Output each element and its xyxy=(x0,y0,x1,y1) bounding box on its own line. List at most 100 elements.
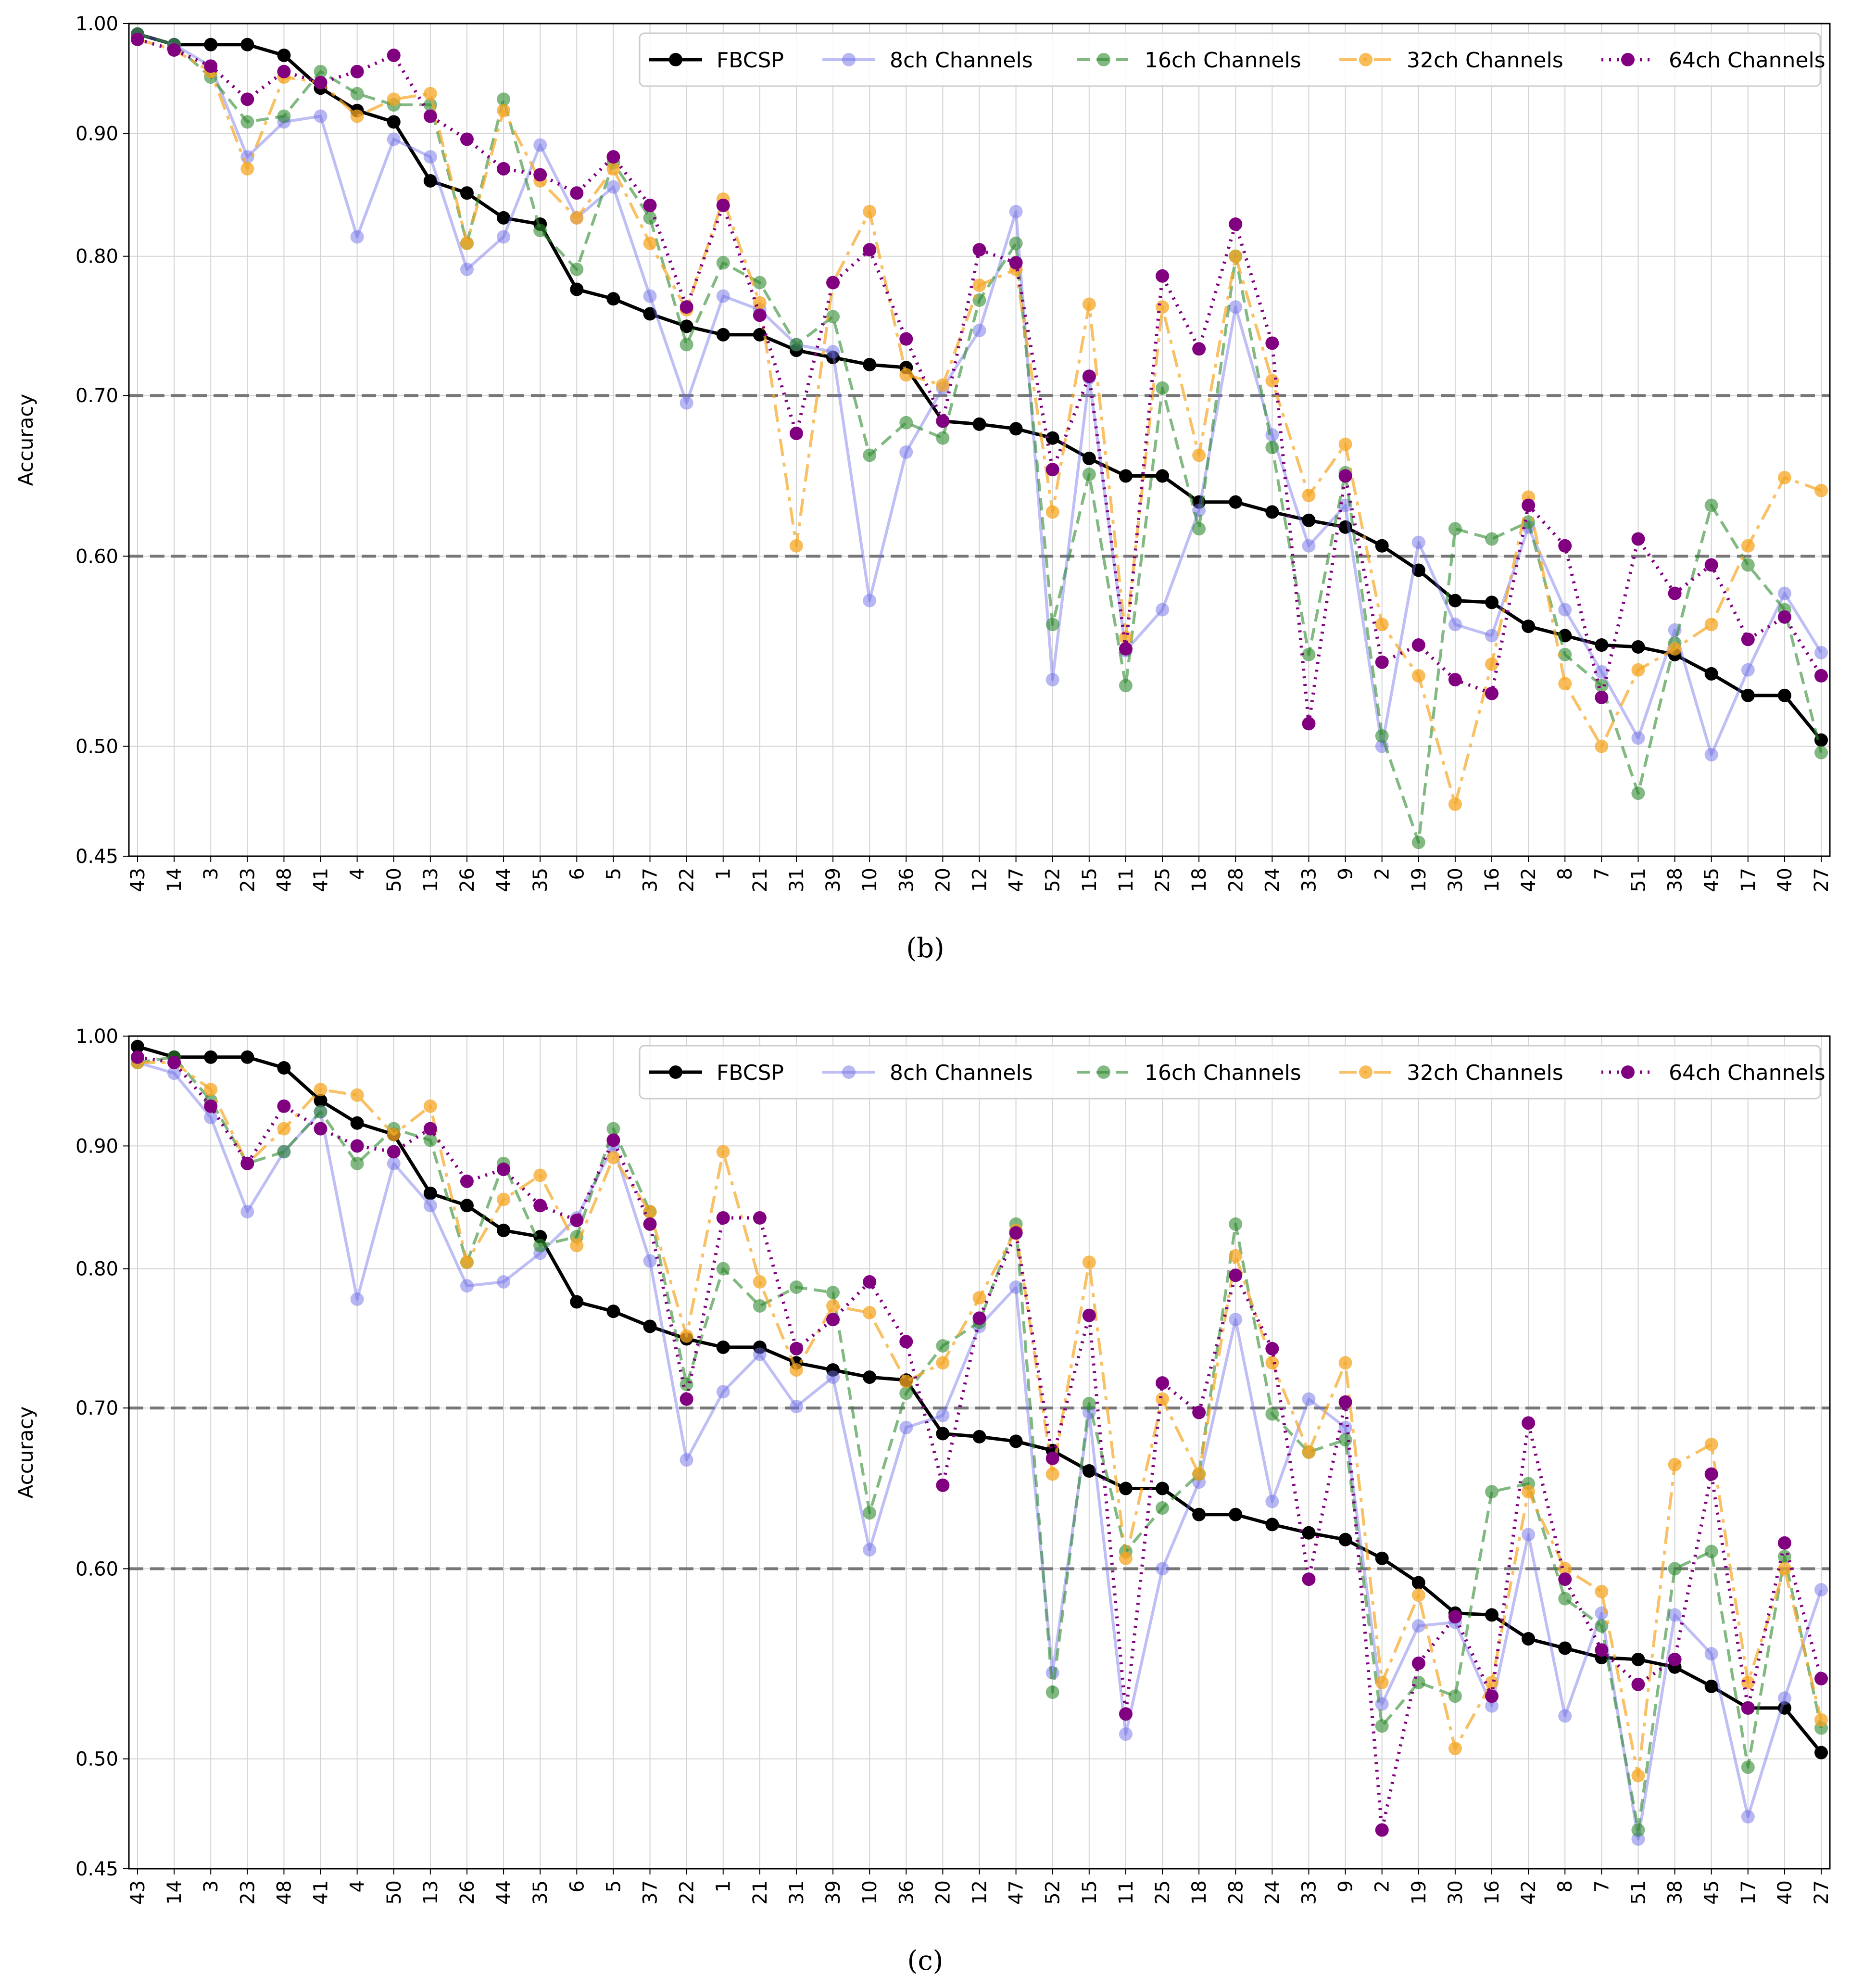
x-tick-label: 7 xyxy=(1591,1880,1613,1892)
data-point xyxy=(1595,679,1609,693)
data-point xyxy=(350,230,364,244)
data-point xyxy=(1045,505,1059,519)
data-point xyxy=(1338,1395,1352,1409)
data-point xyxy=(1045,1451,1059,1465)
data-point xyxy=(753,1299,767,1313)
x-tick-label: 16 xyxy=(1481,868,1503,892)
data-point xyxy=(863,1306,877,1320)
data-point xyxy=(423,1099,437,1113)
data-point xyxy=(1082,369,1096,383)
x-tick-label: 51 xyxy=(1627,1880,1650,1905)
panel-label-c: (c) xyxy=(907,1945,943,1976)
legend-label: FBCSP xyxy=(717,48,784,73)
data-point xyxy=(387,1127,401,1141)
data-point xyxy=(350,109,364,123)
x-tick-label: 5 xyxy=(603,868,625,880)
y-tick-label: 0.45 xyxy=(76,1858,118,1880)
x-tick-label: 9 xyxy=(1335,1880,1357,1892)
data-point xyxy=(1009,422,1023,436)
legend-marker xyxy=(1621,1065,1635,1079)
data-point xyxy=(131,1039,144,1053)
data-point xyxy=(1558,1641,1572,1655)
x-tick-label: 41 xyxy=(310,868,332,892)
data-point xyxy=(1485,532,1499,546)
data-point xyxy=(533,1239,547,1253)
data-point xyxy=(1522,1632,1536,1646)
x-tick-label: 3 xyxy=(200,1880,222,1892)
data-point xyxy=(680,319,693,333)
data-point xyxy=(899,332,913,346)
data-point xyxy=(1631,663,1645,677)
x-tick-label: 36 xyxy=(895,868,918,892)
data-point xyxy=(1302,513,1316,527)
data-point xyxy=(167,43,181,57)
data-point xyxy=(350,1292,364,1306)
data-point xyxy=(423,1186,437,1200)
x-tick-label: 37 xyxy=(640,1880,662,1905)
data-point xyxy=(533,1199,547,1213)
data-point xyxy=(863,1370,877,1384)
chart-panel-b: (b) 0.45 0.50 0.60 0.70 0.80 0.90 1.00 Accuracy… xyxy=(14,13,1833,964)
data-point xyxy=(1668,586,1682,600)
data-point xyxy=(789,427,803,441)
data-point xyxy=(716,1211,730,1225)
data-point xyxy=(1704,1647,1718,1661)
x-tick-label: 33 xyxy=(1298,868,1320,892)
legend-label: 32ch Channels xyxy=(1407,1061,1563,1085)
data-point xyxy=(1485,1485,1499,1499)
x-tick-label: 10 xyxy=(859,868,881,892)
data-point xyxy=(1045,673,1059,687)
x-tick-label: 21 xyxy=(749,868,771,892)
data-point xyxy=(972,1291,986,1305)
data-point xyxy=(387,132,401,146)
data-point xyxy=(1704,748,1718,762)
data-point xyxy=(1485,595,1499,609)
data-point xyxy=(972,1430,986,1444)
data-point xyxy=(863,1543,877,1557)
data-point xyxy=(1375,1551,1389,1565)
data-point xyxy=(789,1280,803,1294)
data-point xyxy=(204,1050,218,1064)
data-point xyxy=(1814,1583,1828,1597)
x-tick-label: 40 xyxy=(1774,1880,1796,1905)
data-point xyxy=(643,289,657,303)
x-tick-label: 9 xyxy=(1335,868,1357,880)
data-point xyxy=(863,358,877,372)
data-point xyxy=(497,211,511,225)
data-point xyxy=(680,396,693,410)
data-point xyxy=(570,1214,584,1228)
x-tick-label: 7 xyxy=(1591,868,1613,880)
data-point xyxy=(972,1311,986,1325)
data-point xyxy=(277,1099,291,1113)
legend-marker xyxy=(669,53,682,66)
data-point xyxy=(204,38,218,51)
data-point xyxy=(1119,1551,1133,1565)
y-tick-label: 0.60 xyxy=(76,1558,118,1580)
data-point xyxy=(1082,1396,1096,1410)
data-point xyxy=(204,1083,218,1097)
data-point xyxy=(1485,686,1499,700)
data-point xyxy=(716,1340,730,1354)
data-point xyxy=(497,230,511,244)
data-point xyxy=(204,1111,218,1125)
data-point xyxy=(899,1375,913,1389)
data-point xyxy=(204,1099,218,1113)
data-point xyxy=(314,1122,327,1136)
x-tick-label: 15 xyxy=(1079,1880,1101,1905)
data-point xyxy=(167,1055,181,1069)
data-point xyxy=(716,1262,730,1276)
data-point xyxy=(1156,1501,1170,1515)
data-point xyxy=(826,1370,840,1384)
data-point xyxy=(1668,1652,1682,1666)
data-point xyxy=(972,417,986,431)
data-point xyxy=(1485,657,1499,671)
y-axis-label: Accuracy xyxy=(14,1406,38,1499)
x-tick-label: 38 xyxy=(1664,1880,1687,1905)
data-point xyxy=(1156,1392,1170,1406)
data-point xyxy=(1595,1619,1609,1633)
y-tick-label: 0.50 xyxy=(76,1748,118,1771)
x-tick-label: 16 xyxy=(1481,1880,1503,1905)
x-tick-label: 25 xyxy=(1152,1880,1174,1905)
legend-marker xyxy=(669,1065,682,1079)
data-point xyxy=(460,1199,474,1213)
